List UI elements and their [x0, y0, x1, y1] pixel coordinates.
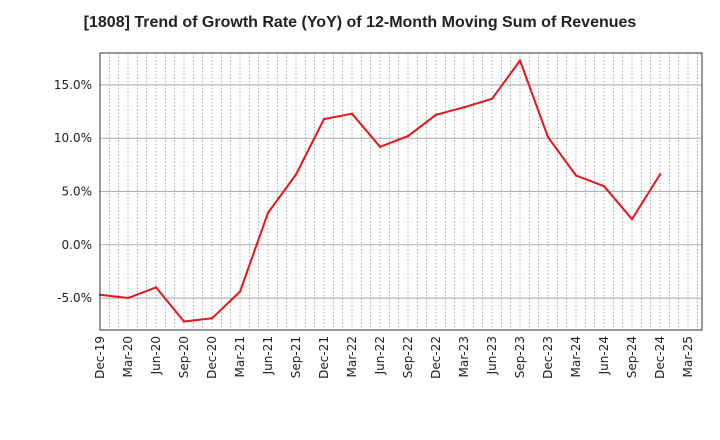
y-tick-label: 5.0%: [62, 185, 93, 199]
x-tick-label: Dec-22: [429, 336, 443, 379]
x-tick-label: Sep-20: [177, 336, 191, 378]
data-point: [182, 320, 186, 323]
y-tick-label: 0.0%: [62, 238, 93, 252]
x-tick-label: Mar-22: [345, 336, 359, 377]
data-point: [630, 218, 634, 221]
data-point: [406, 134, 410, 138]
data-point: [658, 173, 662, 176]
plot-frame: [99, 52, 703, 331]
data-point: [490, 97, 494, 101]
x-tick-label: Sep-21: [289, 336, 303, 378]
grid-lines: [100, 53, 702, 330]
data-point: [350, 112, 354, 115]
data-point: [238, 290, 242, 293]
x-tick-label: Sep-22: [401, 336, 415, 378]
data-point: [266, 211, 270, 215]
data-point: [602, 184, 606, 188]
chart-title: [1808] Trend of Growth Rate (YoY) of 12-…: [83, 14, 637, 31]
x-tick-label: Dec-20: [205, 336, 219, 379]
data-point: [462, 106, 466, 109]
x-tick-label: Sep-24: [625, 336, 639, 378]
x-tick-label: Dec-24: [653, 336, 667, 379]
data-point: [126, 296, 130, 300]
x-tick-label: Mar-23: [457, 336, 471, 377]
data-point: [574, 174, 578, 177]
series-layer: [98, 59, 662, 323]
data-point: [322, 117, 326, 121]
y-tick-label: 15.0%: [54, 78, 92, 92]
data-point: [154, 286, 158, 289]
data-point: [294, 173, 298, 176]
x-tick-label: Jun-21: [261, 336, 275, 375]
data-point: [210, 317, 214, 320]
data-point: [518, 59, 522, 62]
data-point: [378, 145, 382, 148]
y-axis-labels: -5.0% 0.0% 5.0% 10.0% 15.0%: [54, 78, 92, 305]
x-tick-label: Jun-23: [485, 336, 499, 375]
x-axis-labels: Dec-19 Mar-20 Jun-20 Sep-20 Dec-20 Mar-21 Jun-…: [93, 336, 695, 379]
x-tick-label: Jun-20: [149, 336, 163, 375]
data-point: [546, 135, 550, 139]
x-tick-label: Dec-19: [93, 336, 107, 379]
x-tick-label: Sep-23: [513, 336, 527, 378]
y-tick-label: -5.0%: [57, 291, 92, 305]
x-tick-label: Mar-20: [121, 336, 135, 377]
x-tick-label: Jun-22: [373, 336, 387, 375]
x-tick-label: Jun-24: [597, 336, 611, 375]
y-tick-label: 10.0%: [54, 131, 92, 145]
x-tick-label: Mar-25: [681, 336, 695, 377]
x-tick-label: Dec-21: [317, 336, 331, 379]
x-tick-label: Dec-23: [541, 336, 555, 379]
data-point: [434, 113, 438, 116]
x-tick-label: Mar-21: [233, 336, 247, 377]
x-tick-label: Mar-24: [569, 336, 583, 377]
